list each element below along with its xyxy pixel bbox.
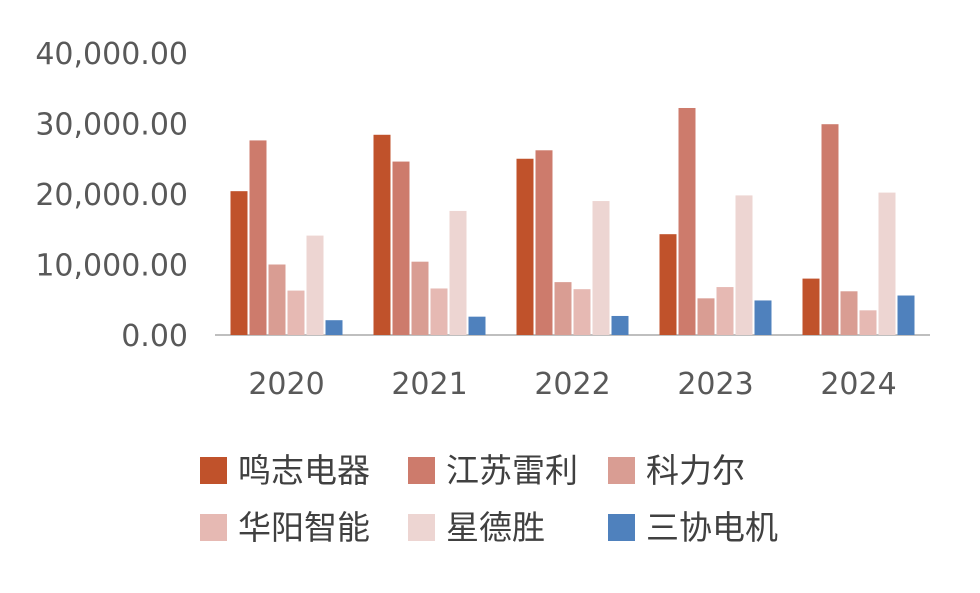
legend-label: 江苏雷利	[446, 451, 578, 490]
x-tick-label: 2020	[248, 367, 324, 402]
bar	[802, 278, 820, 335]
bar	[821, 124, 839, 335]
x-tick-label: 2022	[534, 367, 610, 402]
bar	[373, 134, 391, 335]
bar	[678, 107, 696, 336]
y-tick-label: 0.00	[121, 319, 188, 354]
x-tick-label: 2024	[820, 367, 896, 402]
bar	[573, 289, 591, 335]
legend-swatch	[408, 514, 435, 541]
bar	[287, 290, 305, 335]
legend-swatch	[608, 457, 635, 484]
bars	[230, 107, 915, 336]
bar	[430, 288, 448, 335]
bar	[268, 264, 286, 335]
legend-swatch	[200, 514, 227, 541]
bar	[735, 195, 753, 335]
bar	[754, 300, 772, 335]
bar	[411, 261, 429, 335]
bar	[611, 315, 629, 335]
bar	[535, 150, 553, 335]
bar	[840, 291, 858, 335]
bar	[306, 235, 324, 335]
bar	[516, 158, 534, 335]
y-tick-label: 30,000.00	[35, 108, 188, 143]
bar	[554, 282, 572, 335]
bar	[468, 316, 486, 335]
legend-label: 三协电机	[646, 508, 778, 547]
y-tick-label: 40,000.00	[35, 37, 188, 72]
x-tick-label: 2021	[391, 367, 467, 402]
y-tick-label: 20,000.00	[35, 178, 188, 213]
bar	[392, 161, 410, 335]
bar	[449, 210, 467, 335]
bar	[859, 310, 877, 335]
bar	[716, 287, 734, 335]
legend-label: 科力尔	[646, 451, 745, 490]
bar	[325, 320, 343, 335]
legend-label: 星德胜	[446, 508, 545, 547]
y-axis-tick-labels: 0.00 10,000.00 20,000.00 30,000.00 40,000.00	[35, 37, 188, 354]
bar	[249, 140, 267, 335]
bar	[592, 201, 610, 335]
legend-swatch	[608, 514, 635, 541]
x-axis-tick-labels: 2020 2021 2022 2023 2024	[248, 367, 896, 402]
legend-label: 鸣志电器	[238, 451, 370, 490]
bar	[230, 191, 248, 335]
x-tick-label: 2023	[677, 367, 753, 402]
bar	[897, 295, 915, 335]
y-tick-label: 10,000.00	[35, 249, 188, 284]
bar	[659, 234, 677, 335]
bar	[697, 298, 715, 335]
bar	[878, 192, 896, 335]
legend-swatch	[200, 457, 227, 484]
legend-swatch	[408, 457, 435, 484]
legend-label: 华阳智能	[238, 508, 370, 547]
